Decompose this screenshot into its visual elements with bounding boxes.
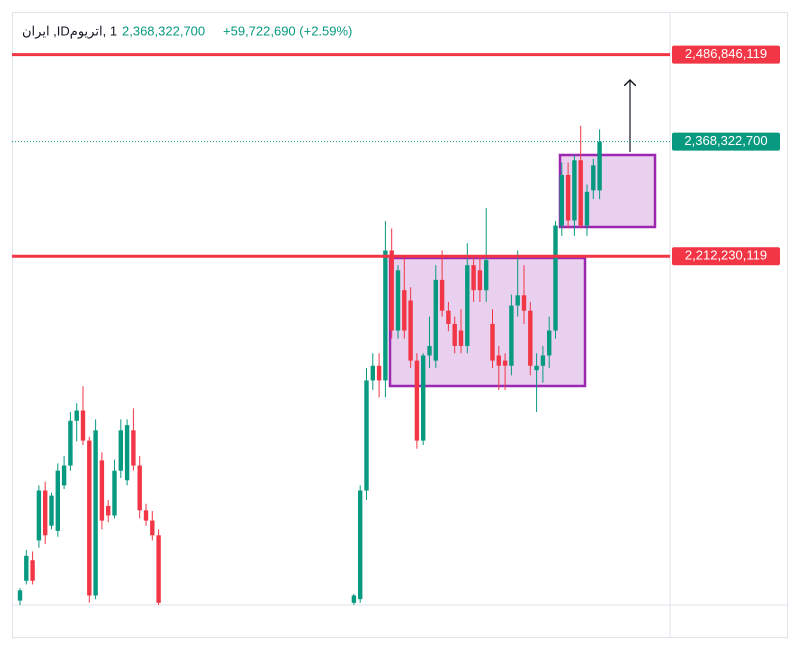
candle-body bbox=[597, 141, 602, 191]
candle-body bbox=[74, 410, 79, 421]
candle-body bbox=[395, 270, 401, 331]
candle-body bbox=[93, 430, 98, 596]
candle-body bbox=[471, 265, 476, 291]
price-label-bg bbox=[672, 45, 780, 64]
candle-body bbox=[118, 430, 123, 471]
last-price-label: 2,368,322,700 bbox=[684, 133, 767, 148]
candle-body bbox=[421, 355, 426, 441]
candle-body bbox=[143, 510, 149, 521]
header-price: 2,368,322,700 bbox=[122, 23, 205, 38]
candle-body bbox=[156, 535, 161, 603]
candle-body bbox=[509, 305, 514, 366]
candle-body bbox=[389, 250, 394, 331]
header-change: +59,722,690 (+2.59%) bbox=[223, 23, 352, 38]
candle-body bbox=[68, 420, 73, 466]
price-label: 2,212,230,119 bbox=[685, 248, 767, 263]
price-label-bg bbox=[672, 132, 780, 151]
candle-body bbox=[402, 290, 407, 331]
candle-body bbox=[30, 560, 35, 581]
candle-body bbox=[496, 355, 501, 366]
candle-body bbox=[49, 495, 54, 526]
candle-body bbox=[484, 260, 489, 291]
candle-body bbox=[446, 310, 451, 324]
candle-body bbox=[43, 490, 48, 536]
candle-body bbox=[502, 360, 508, 366]
candle-body bbox=[124, 425, 130, 481]
candle-body bbox=[433, 279, 438, 361]
candle-body bbox=[358, 490, 363, 600]
candle-body bbox=[559, 174, 564, 226]
candle-body bbox=[106, 505, 111, 516]
candle-body bbox=[131, 430, 136, 466]
candle-body bbox=[578, 160, 583, 226]
candle-body bbox=[36, 490, 42, 541]
candle-body bbox=[87, 440, 92, 596]
candle-body bbox=[383, 250, 388, 381]
candle-body bbox=[24, 555, 29, 581]
candle-body bbox=[477, 270, 483, 291]
candle-body bbox=[572, 160, 577, 221]
candle-body bbox=[591, 165, 596, 191]
candle-body bbox=[565, 174, 571, 221]
candle-body bbox=[465, 265, 470, 346]
candle-body bbox=[150, 520, 155, 536]
candle-body bbox=[528, 310, 533, 366]
candle-body bbox=[370, 365, 375, 381]
candle-body bbox=[99, 460, 105, 521]
candle-body bbox=[17, 590, 23, 601]
candle-body bbox=[55, 470, 60, 531]
candle-body bbox=[439, 279, 445, 311]
candle-body bbox=[408, 300, 413, 361]
candle-body bbox=[376, 365, 382, 381]
candle-body bbox=[414, 360, 420, 441]
price-label-bg bbox=[672, 247, 780, 266]
candle-body bbox=[515, 295, 520, 306]
candle-body bbox=[452, 323, 457, 346]
candle-body bbox=[364, 380, 369, 491]
candle-body bbox=[521, 295, 527, 311]
candle-body bbox=[553, 225, 558, 331]
candle-body bbox=[458, 330, 464, 346]
candle-body bbox=[534, 365, 539, 371]
candle-body bbox=[490, 323, 495, 361]
candle-body bbox=[427, 345, 432, 356]
candle-body bbox=[61, 465, 67, 486]
candle-body bbox=[80, 410, 86, 441]
candle-body bbox=[137, 465, 142, 511]
price-label: 2,486,846,119 bbox=[685, 46, 767, 61]
candle-body bbox=[351, 595, 357, 603]
symbol: 1 ,اتریومID, ایران bbox=[22, 23, 117, 39]
candle-body bbox=[547, 330, 552, 356]
candle-body bbox=[540, 355, 546, 366]
candle-body bbox=[112, 470, 117, 516]
candle-body bbox=[584, 191, 590, 226]
